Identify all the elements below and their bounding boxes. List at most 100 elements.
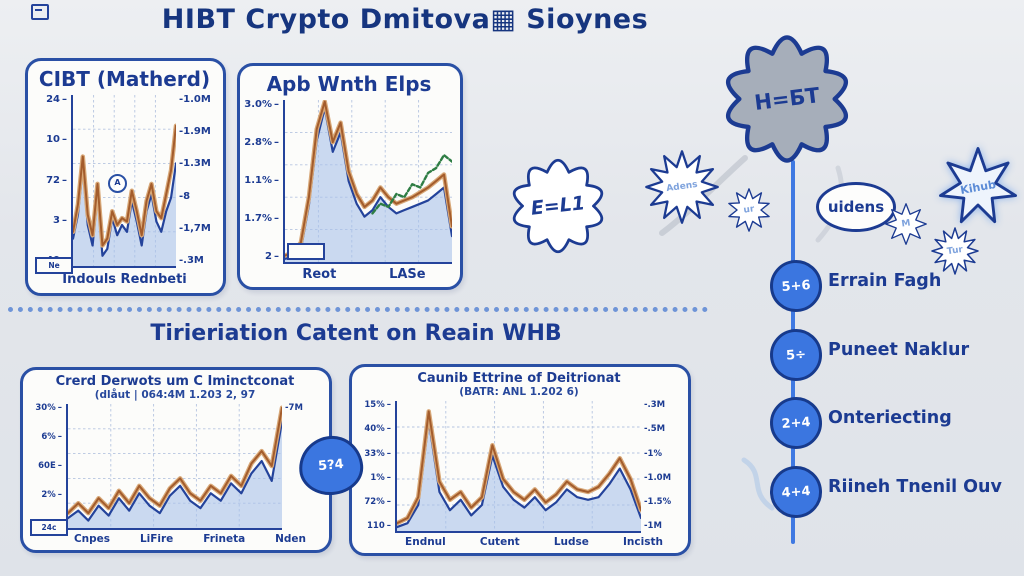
tick-label: 15% bbox=[364, 401, 391, 410]
tick-label: 2 bbox=[265, 252, 279, 262]
starburst-label: Adens bbox=[665, 179, 699, 195]
timeline-node-3: 2+4 bbox=[768, 395, 824, 451]
apb-chart bbox=[285, 100, 452, 262]
tick-label: 3.0% bbox=[244, 100, 279, 110]
y-axis-left-ticks: 3.0% 2.8% 1.1% 1.7% 2 bbox=[244, 98, 282, 264]
chart-row: 30%6%60E2%$1L 24c -7M bbox=[29, 402, 321, 536]
y-axis-right-ticks: -.3M -.5M -1% -1.0M -1.5% -1M bbox=[641, 399, 680, 533]
tick-label: 1.1% bbox=[244, 176, 279, 186]
axis-box: Ne bbox=[35, 257, 73, 274]
panel-caunib: Caunib Ettrine of Deitrionat (BATR: ANL … bbox=[349, 364, 691, 556]
tick-label: -7M bbox=[285, 403, 303, 413]
timeline-node-4: 4+4 bbox=[768, 464, 824, 520]
tick-label: 3 bbox=[53, 215, 67, 226]
bubble-shape bbox=[512, 158, 604, 254]
tick-label: -1% bbox=[644, 448, 662, 459]
star-icon bbox=[885, 203, 927, 245]
tick-label: 72 bbox=[46, 175, 67, 186]
tick-label: 33% bbox=[364, 450, 391, 459]
chart-row: 241072340 A Ne -1.0M-1.9M-1.3M-8-1,7M-.3… bbox=[34, 93, 215, 274]
cloud-shape bbox=[726, 35, 848, 163]
tick-label: -1.3M bbox=[179, 158, 211, 170]
tick-label: -1.0M bbox=[179, 94, 211, 105]
panel-crerd: Crerd Derwots um C Iminctconat (dlåut | … bbox=[20, 367, 332, 553]
tick-label: Ludse bbox=[553, 536, 589, 548]
timeline-label-1: Errain Fagh bbox=[828, 271, 942, 291]
tick-label: Cutent bbox=[479, 536, 520, 548]
tick-label: -1.9M bbox=[179, 126, 211, 138]
tick-label: Frineta bbox=[203, 533, 246, 545]
cloud-hebt: H=БТ bbox=[711, 30, 863, 168]
dotted-divider bbox=[8, 307, 708, 312]
y-axis-left-ticks: 241072340 bbox=[34, 93, 70, 268]
timeline-label-2: Puneet Naklur bbox=[828, 340, 970, 360]
x-axis-ticks: Reot LASe bbox=[246, 264, 452, 283]
tick-label: -1,7M bbox=[179, 222, 211, 234]
page-title: HIBT Crypto Dmitova▦ Sioynes bbox=[161, 4, 649, 35]
tick-label: 30% bbox=[35, 404, 62, 413]
panel-apb: Apb Wnth Elps 3.0% 2.8% 1.1% 1.7% 2 Reot LASe bbox=[237, 63, 463, 290]
thought-bubble: E=L1 bbox=[502, 153, 614, 259]
caunib-chart-area bbox=[395, 401, 641, 533]
tick-label: 24 bbox=[46, 95, 67, 105]
x-axis-caption: Indouls Rednbeti bbox=[62, 272, 187, 287]
sketch-line bbox=[741, 457, 775, 511]
node-glyph: 4+4 bbox=[781, 483, 811, 501]
timeline-label-3: Onteriecting bbox=[828, 408, 952, 428]
star-icon bbox=[931, 227, 979, 275]
tick-label: Cnpes bbox=[73, 533, 111, 545]
bubble-uidens: uidens bbox=[816, 182, 896, 232]
panel-crerd-subtitle: (dlåut | 064:4M 1.203 2, 97 bbox=[94, 389, 256, 401]
tick-label: Incisth bbox=[622, 536, 663, 548]
apb-chart-area bbox=[283, 100, 452, 264]
starburst-ur: ur bbox=[726, 187, 772, 233]
tick-label: LiFire bbox=[139, 533, 174, 545]
thought-bubble-label: E=L1 bbox=[529, 192, 587, 220]
node-glyph: 5÷ bbox=[785, 346, 807, 364]
starburst-label: M bbox=[900, 218, 912, 230]
timeline-label-4: Riineh Tnenil Ouv bbox=[828, 477, 1002, 497]
tick-label: Reot bbox=[302, 267, 337, 282]
timeline-node-2: 5÷ bbox=[768, 327, 824, 383]
panel-crerd-title: Crerd Derwots um C Iminctconat bbox=[55, 374, 295, 389]
star-icon bbox=[645, 150, 719, 224]
tick-label: 2.8% bbox=[244, 138, 279, 148]
corner-mark bbox=[31, 4, 49, 20]
tick-label: -1M bbox=[644, 521, 662, 532]
y-axis-left-ticks: 15% 40% 33% 1% 72% 110 bbox=[358, 399, 394, 533]
starburst-label: ur bbox=[742, 204, 756, 216]
tick-label: Endnul bbox=[405, 536, 446, 548]
panel-caunib-subtitle: (BATR: ANL 1.202 6) bbox=[459, 386, 579, 398]
tick-label: 10 bbox=[46, 135, 67, 145]
tick-label: 72% bbox=[364, 498, 391, 507]
star-icon bbox=[728, 188, 770, 232]
star-icon bbox=[939, 147, 1017, 224]
bubble-label: uidens bbox=[827, 198, 885, 216]
caunib-chart bbox=[397, 401, 641, 531]
tick-label: 1% bbox=[370, 474, 391, 483]
starburst-m: M bbox=[884, 202, 928, 246]
panel-apb-title: Apb Wnth Elps bbox=[266, 72, 432, 96]
y-axis-left-ticks: 30%6%60E2%$1L bbox=[29, 402, 65, 530]
chart-row: 3.0% 2.8% 1.1% 1.7% 2 bbox=[244, 98, 452, 264]
tick-label: -8 bbox=[179, 190, 191, 202]
tick-label: 6% bbox=[41, 433, 62, 442]
chart-row: 15%40%33%1%72%110 -.3M-.5M-1%-1.0M-1.5%-… bbox=[358, 399, 680, 533]
timeline-node-1: 5+6 bbox=[768, 258, 824, 314]
tick-label: LASe bbox=[389, 267, 426, 282]
starburst-kihub: Kihub bbox=[936, 146, 1020, 228]
y-axis-right-ticks: -1.0M -1.9M -1.3M -8 -1,7M -.3M bbox=[176, 93, 215, 268]
node-glyph: 2+4 bbox=[781, 414, 811, 432]
panel-cibt: CIBT (Matherd) 241072340 A Ne -1.0M-1.9M… bbox=[25, 58, 226, 296]
section-title: Tirieriation Catent on Reain WHB bbox=[150, 321, 562, 346]
panel-caunib-title: Caunib Ettrine of Deitrionat bbox=[417, 371, 621, 386]
x-axis-ticks: Cnpes LiFire Frineta Nden bbox=[29, 530, 321, 546]
tick-label: -1.5% bbox=[644, 497, 672, 508]
tick-label: 2% bbox=[41, 491, 62, 500]
axis-box: 24c bbox=[30, 519, 68, 536]
crerd-chart-area: 24c bbox=[30, 404, 282, 536]
starburst-adens: Adens bbox=[644, 146, 720, 228]
tick-label: 60E bbox=[38, 462, 62, 471]
starburst-tur: Tur bbox=[930, 226, 980, 276]
